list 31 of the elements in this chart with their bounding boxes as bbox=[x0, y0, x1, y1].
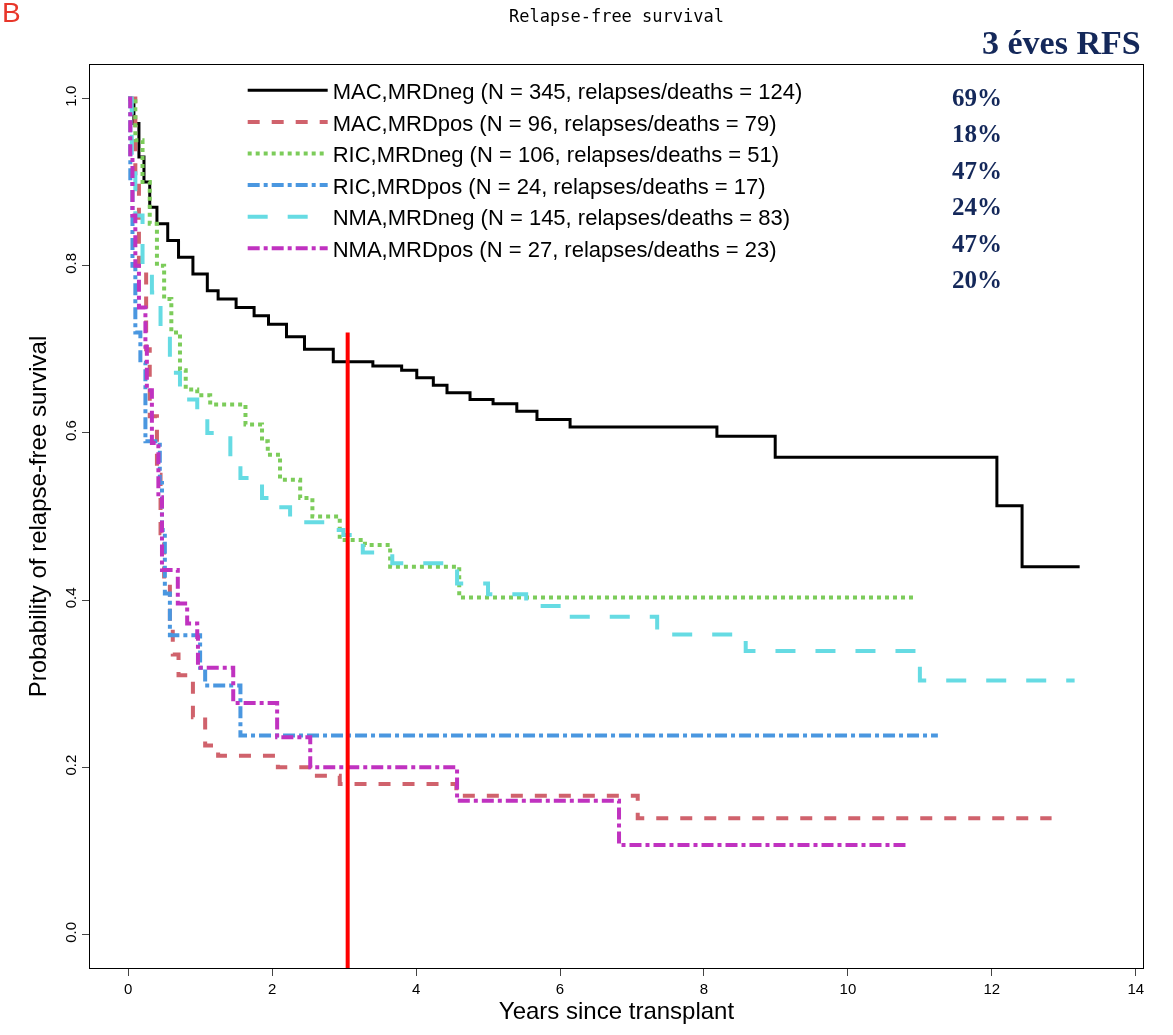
annotation: 47% bbox=[952, 230, 1002, 257]
annotation: 18% bbox=[952, 120, 1002, 147]
x-tick-label: 4 bbox=[411, 980, 421, 997]
text: 3 éves RFS bbox=[982, 24, 1141, 61]
x-tick-label: 2 bbox=[267, 980, 277, 997]
legend-label: MAC,MRDpos (N = 96, relapses/deaths = 79) bbox=[332, 110, 777, 136]
y-tick-label: 0.0 bbox=[62, 921, 79, 943]
legend-label: NMA,MRDpos (N = 27, relapses/deaths = 23) bbox=[332, 236, 777, 262]
y-tick-label: 0.2 bbox=[62, 754, 79, 776]
x-axis-title: Years since transplant bbox=[498, 997, 735, 1024]
x-tick-label: 14 bbox=[1127, 980, 1145, 997]
legend-label: MAC,MRDneg (N = 345, relapses/deaths = 124) bbox=[332, 78, 803, 104]
annotation: 20% bbox=[952, 266, 1002, 293]
y-tick-label: 0.6 bbox=[62, 420, 79, 442]
x-tick-label: 12 bbox=[983, 980, 1001, 997]
annotation: 24% bbox=[952, 193, 1002, 220]
chart-title: Relapse-free survival bbox=[509, 5, 724, 26]
x-tick-label: 10 bbox=[839, 980, 857, 997]
annotation: 47% bbox=[952, 157, 1002, 184]
legend-label: RIC,MRDpos (N = 24, relapses/deaths = 17) bbox=[332, 173, 766, 199]
y-tick-label: 1.0 bbox=[62, 85, 79, 107]
x-tick-label: 8 bbox=[699, 980, 709, 997]
y-tick-label: 0.4 bbox=[62, 587, 79, 609]
annotation: 69% bbox=[952, 84, 1002, 111]
legend-label: NMA,MRDneg (N = 145, relapses/deaths = 83) bbox=[332, 205, 791, 231]
x-tick-label: 0 bbox=[123, 980, 133, 997]
y-axis-title: Probability of relapse-free survival bbox=[24, 335, 52, 698]
y-tick-label: 0.8 bbox=[62, 252, 79, 274]
text: B bbox=[2, 0, 21, 28]
x-tick-label: 6 bbox=[555, 980, 565, 997]
legend-label: RIC,MRDneg (N = 106, relapses/deaths = 51) bbox=[332, 142, 780, 168]
